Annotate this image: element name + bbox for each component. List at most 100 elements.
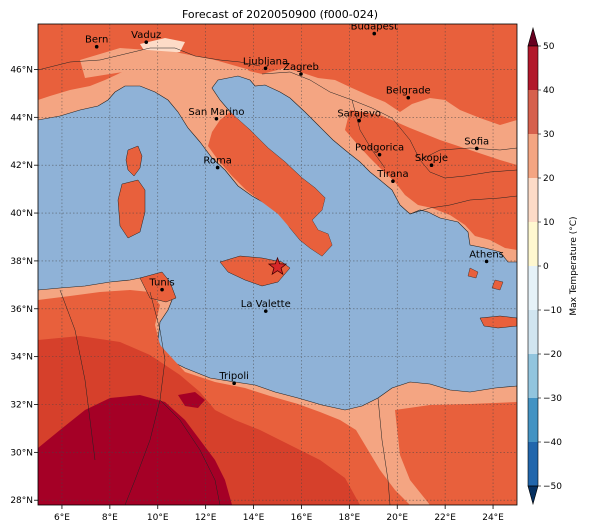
colorbar: 50 40 30 20 10 0 −10 −20 −30 −40 −50: [527, 26, 562, 506]
star-marker: [267, 256, 288, 276]
land-africa-hottest2: [178, 392, 205, 408]
city-marker: Bern: [85, 35, 108, 49]
city-label: Skopje: [415, 153, 448, 164]
city-marker: Skopje: [415, 153, 448, 167]
city-marker: San Marino: [188, 107, 244, 121]
city-label: Bern: [85, 35, 108, 46]
city-marker: Sofia: [464, 136, 489, 151]
y-tick-label: 44°N: [10, 113, 33, 123]
colorbar-band: [528, 398, 538, 442]
land-balkans-warm: [345, 110, 517, 250]
colorbar-band: [528, 46, 538, 90]
city-marker: Tunis: [148, 278, 175, 292]
y-tick-label: 40°N: [10, 209, 33, 219]
y-tick-label: 42°N: [10, 161, 33, 171]
city-marker: Zagreb: [283, 62, 319, 76]
city-dot: [263, 309, 268, 313]
city-dot: [94, 44, 99, 49]
city-label: Sarajevo: [337, 109, 381, 120]
city-dot: [357, 118, 361, 123]
city-marker: Podgorica: [355, 143, 404, 157]
y-tick-label: 28°N: [10, 496, 33, 506]
colorbar-tick-label: −20: [543, 350, 562, 360]
colorbar-extend-top: [527, 26, 539, 47]
y-tick-label: 32°N: [10, 400, 33, 410]
city-dot: [299, 72, 303, 76]
land-sicily: [219, 255, 291, 287]
graticule: [38, 24, 517, 505]
colorbar-band: [528, 134, 538, 178]
city-dot: [429, 163, 434, 167]
city-label: La Valette: [241, 299, 291, 310]
x-tick-label: 10°E: [147, 513, 169, 523]
x-tick-label: 22°E: [434, 513, 456, 523]
x-tick-label: 14°E: [243, 513, 265, 523]
y-axis-ticks: 46°N 44°N 42°N 40°N 38°N 36°N 34°N 32°N 30°N 28°N: [10, 65, 38, 506]
land-africa-hottest: [38, 395, 232, 505]
city-marker: Tirana: [376, 169, 409, 184]
city-dot: [377, 152, 382, 157]
city-dot: [263, 66, 268, 71]
city-label: Vaduz: [131, 30, 161, 41]
land-crete: [479, 315, 517, 329]
plot-frame: [37, 23, 518, 506]
y-tick-label: 36°N: [10, 305, 33, 315]
colorbar-label: Max Temperature (°C): [569, 216, 579, 315]
city-marker: Ljubljana: [243, 56, 288, 71]
colorbar-tick-label: 40: [543, 86, 555, 96]
city-label: Belgrade: [386, 86, 431, 97]
colorbar-extend-bottom: [527, 485, 539, 506]
city-dot: [484, 259, 489, 264]
city-dot: [214, 116, 219, 121]
city-marker: Sarajevo: [337, 109, 381, 123]
colorbar-band: [528, 178, 538, 222]
city-dot: [406, 95, 411, 100]
y-tick-label: 34°N: [10, 353, 33, 363]
alps-cool: [140, 38, 185, 54]
colorbar-tick-label: 20: [543, 174, 555, 184]
x-tick-label: 24°E: [482, 513, 504, 523]
city-marker: Athens: [469, 249, 504, 264]
colorbar-tick-label: −40: [543, 438, 562, 448]
y-tick-label: 30°N: [10, 448, 33, 458]
city-dot: [474, 146, 479, 151]
city-label: Zagreb: [283, 62, 319, 73]
colorbar-tick-label: 0: [543, 262, 549, 272]
city-marker: Tripoli: [218, 371, 249, 385]
x-tick-label: 20°E: [386, 513, 408, 523]
colorbar-band: [528, 310, 538, 354]
city-label: Ljubljana: [243, 56, 288, 67]
land-aegean: [467, 267, 504, 291]
land-corsica: [125, 145, 143, 177]
x-tick-label: 18°E: [339, 513, 361, 523]
city-dot: [372, 31, 377, 36]
city-marker: Roma: [203, 156, 232, 170]
city-label: Tunis: [148, 278, 174, 289]
city-label: Podgorica: [355, 143, 404, 154]
city-dot: [391, 179, 395, 184]
city-dot: [215, 165, 220, 170]
city-label: Tirana: [376, 169, 408, 180]
city-marker: La Valette: [241, 299, 291, 313]
land-sardinia: [117, 179, 146, 239]
colorbar-tick-label: −30: [543, 394, 562, 404]
colorbar-band: [528, 90, 538, 134]
city-dot: [144, 40, 149, 44]
city-marker: Budapest: [351, 22, 398, 36]
colorbar-band: [528, 266, 538, 310]
city-marker: Vaduz: [131, 30, 161, 44]
colorbar-tick-label: 30: [543, 130, 555, 140]
city-label: Sofia: [464, 136, 489, 147]
colorbar-band: [528, 442, 538, 486]
x-tick-label: 8°E: [102, 513, 118, 523]
x-tick-label: 12°E: [195, 513, 217, 523]
city-dot: [160, 287, 164, 292]
y-tick-label: 46°N: [10, 65, 33, 75]
city-label: Tripoli: [218, 371, 249, 382]
colorbar-tick-label: 50: [543, 42, 555, 52]
land-italy-warm: [208, 112, 332, 256]
city-label: Budapest: [351, 22, 398, 33]
